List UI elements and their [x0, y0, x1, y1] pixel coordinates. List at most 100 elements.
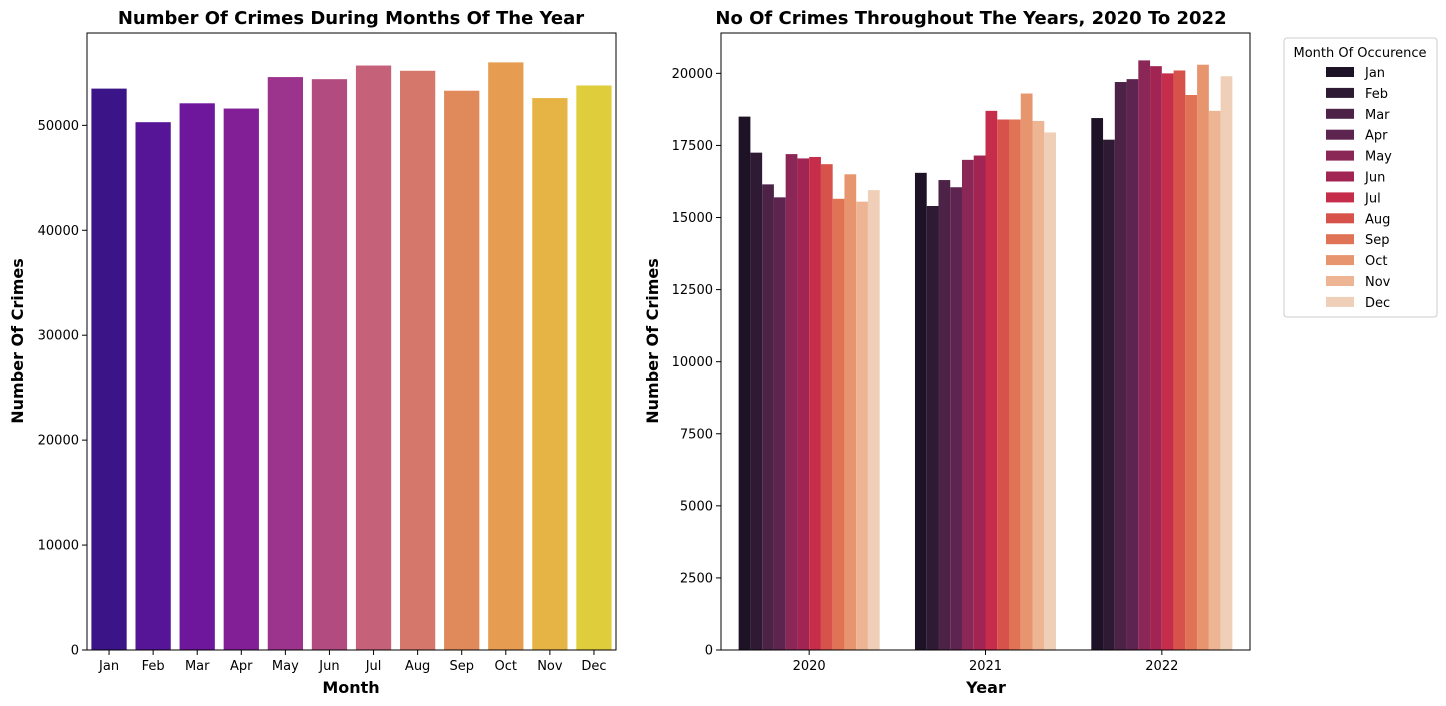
bar-may: [267, 77, 304, 651]
year-chart-bars: [738, 60, 1233, 651]
month-chart-xlabel: Month: [322, 678, 379, 697]
legend-swatch-mar: [1326, 108, 1354, 119]
bar-2021-apr: [950, 187, 962, 650]
x-tick-label: Feb: [142, 659, 165, 674]
legend-label-aug: Aug: [1365, 212, 1390, 227]
bar-2020-nov: [856, 201, 868, 650]
legend-swatch-jan: [1326, 67, 1354, 77]
legend-swatch-jun: [1326, 171, 1354, 182]
bar-2022-apr: [1126, 79, 1139, 650]
bar-2020-may: [785, 154, 798, 651]
bar-jan: [91, 88, 127, 650]
y-tick-label: 40000: [38, 224, 79, 239]
bar-2021-feb: [926, 205, 939, 650]
y-tick-label: 20000: [672, 67, 713, 82]
bar-2022-jul: [1161, 73, 1174, 650]
legend-items: Jan Feb Mar Apr May Jun Jul Aug Sep Oct Nov Dec: [1326, 66, 1392, 311]
legend-swatch-nov: [1326, 276, 1354, 286]
legend-swatch-apr: [1326, 129, 1354, 140]
y-tick-label: 5000: [680, 499, 713, 514]
bar-mar: [179, 103, 215, 650]
bar-oct: [488, 62, 524, 650]
month-chart: Number Of Crimes During Months Of The Ye…: [8, 8, 617, 697]
bar-2020-oct: [844, 174, 857, 650]
month-chart-ylabel: Number Of Crimes: [8, 258, 27, 424]
bar-2022-feb: [1103, 139, 1115, 651]
x-tick-label: 2020: [793, 659, 826, 674]
x-tick-label: Mar: [185, 659, 210, 674]
bar-sep: [444, 90, 480, 650]
bar-2020-jul: [809, 156, 821, 651]
y-tick-label: 10000: [672, 355, 713, 370]
month-chart-bars: [91, 62, 612, 651]
y-tick-label: 7500: [680, 427, 713, 442]
bar-apr: [223, 108, 259, 650]
y-tick-label: 0: [705, 644, 713, 659]
legend-label-jun: Jun: [1364, 171, 1385, 186]
legend-label-jan: Jan: [1364, 66, 1385, 81]
x-tick-label: Aug: [405, 659, 430, 674]
bar-2022-aug: [1173, 70, 1186, 650]
y-tick-label: 12500: [672, 283, 713, 298]
year-chart: No Of Crimes Throughout The Years, 2020 …: [643, 8, 1438, 697]
legend-label-jul: Jul: [1364, 191, 1381, 206]
legend-label-mar: Mar: [1365, 108, 1390, 123]
bar-feb: [135, 122, 171, 650]
x-tick-label: Jan: [98, 659, 119, 674]
bar-2020-feb: [750, 152, 763, 651]
bar-2021-jan: [914, 172, 927, 650]
bar-jun: [311, 79, 348, 651]
y-tick-label: 30000: [38, 329, 79, 344]
x-tick-label: Apr: [230, 659, 253, 674]
legend-title: Month Of Occurence: [1293, 46, 1426, 61]
year-chart-x-ticks: 2020 2021 2022: [793, 650, 1178, 674]
x-tick-label: Oct: [495, 659, 517, 674]
legend-label-oct: Oct: [1365, 254, 1387, 269]
bar-2021-jun: [973, 155, 986, 651]
bar-2020-aug: [820, 164, 833, 651]
year-chart-y-ticks: 0 2500 5000 7500 10000 12500 15000 17500 20000: [672, 67, 721, 659]
bar-2022-jun: [1150, 66, 1162, 650]
x-tick-label: 2021: [969, 659, 1002, 674]
x-tick-label: Sep: [449, 659, 474, 674]
bar-nov: [532, 98, 568, 651]
legend-label-dec: Dec: [1365, 296, 1390, 311]
month-chart-title: Number Of Crimes During Months Of The Ye…: [118, 8, 584, 29]
y-tick-label: 50000: [38, 119, 79, 134]
legend-swatch-dec: [1326, 296, 1354, 307]
bar-2021-mar: [938, 180, 951, 650]
legend-swatch-jul: [1326, 192, 1354, 203]
x-tick-label: Dec: [581, 659, 606, 674]
month-chart-y-ticks: 0 10000 20000 30000 40000 50000: [38, 119, 87, 659]
bar-2020-jun: [797, 158, 810, 651]
y-tick-label: 15000: [672, 211, 713, 226]
legend-swatch-aug: [1326, 213, 1354, 224]
legend-label-sep: Sep: [1365, 233, 1390, 248]
year-chart-title: No Of Crimes Throughout The Years, 2020 …: [715, 8, 1226, 29]
legend-swatch-sep: [1326, 234, 1354, 245]
year-chart-xlabel: Year: [965, 678, 1006, 697]
legend-swatch-oct: [1326, 255, 1354, 266]
bar-2020-dec: [867, 190, 880, 650]
legend-box: [1283, 37, 1438, 318]
bar-2021-nov: [1032, 120, 1045, 651]
bar-jul: [355, 65, 392, 650]
bar-2022-jan: [1091, 118, 1104, 651]
bar-2021-oct: [1020, 93, 1033, 650]
y-tick-label: 0: [71, 644, 79, 659]
month-chart-frame: [86, 32, 617, 651]
bar-2022-mar: [1114, 82, 1127, 650]
bar-2021-aug: [997, 119, 1010, 650]
x-tick-label: Nov: [537, 659, 563, 674]
bar-2021-may: [961, 159, 974, 651]
bar-2022-may: [1138, 60, 1151, 650]
y-tick-label: 2500: [680, 571, 713, 586]
x-tick-label: May: [272, 659, 299, 674]
bar-2021-sep: [1009, 119, 1021, 650]
bar-2020-jan: [738, 116, 751, 650]
bar-2022-dec: [1220, 76, 1233, 650]
year-chart-frame: [720, 32, 1251, 651]
year-chart-ylabel: Number Of Crimes: [643, 258, 662, 424]
x-tick-label: Jul: [365, 659, 382, 674]
